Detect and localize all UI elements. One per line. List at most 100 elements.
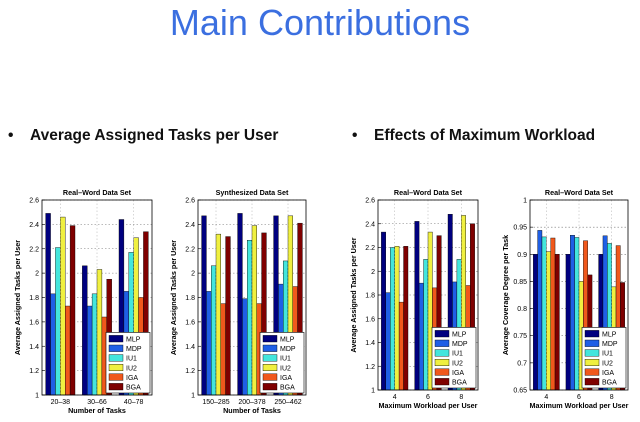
y-tick-label: 1.2 <box>185 368 195 375</box>
legend-label-iga: IGA <box>126 375 138 382</box>
y-tick-label: 0.9 <box>517 252 527 259</box>
x-tick-label: 250–462 <box>274 399 301 406</box>
y-tick-label: 2 <box>371 269 375 276</box>
y-tick-label: 2.4 <box>365 221 375 228</box>
bar-iu2-0 <box>60 216 66 396</box>
x-axis-label: Number of Tasks <box>68 406 126 415</box>
legend-swatch-mlp <box>262 335 278 343</box>
bar-mlp-0 <box>381 231 386 391</box>
legend-swatch-mlp <box>584 330 600 338</box>
y-tick-label: 2 <box>35 271 39 278</box>
y-tick-label: 0.65 <box>513 388 527 395</box>
legend-swatch-mdp <box>262 344 278 352</box>
y-tick-label: 1 <box>523 198 527 205</box>
legend-swatch-iu1 <box>584 349 600 357</box>
x-tick-label: 150–285 <box>202 399 229 406</box>
bar-iu1-1 <box>91 293 98 396</box>
bar-iu1-1 <box>423 259 429 391</box>
legend-label-bga: BGA <box>280 385 295 392</box>
y-axis-label: Average Assigned Tasks per User <box>13 240 22 355</box>
y-tick-label: 1.8 <box>185 295 195 302</box>
bar-iga-0 <box>550 237 556 391</box>
chart-title: Real–Word Data Set <box>545 188 614 197</box>
y-tick-label: 1 <box>371 388 375 395</box>
bar-mlp-0 <box>201 215 207 396</box>
legend-label-iu1: IU1 <box>602 351 613 358</box>
legend-label-iu2: IU2 <box>280 365 291 372</box>
y-tick-label: 0.8 <box>517 306 527 313</box>
bar-iu1-0 <box>55 247 61 396</box>
y-tick-label: 2.4 <box>185 222 195 229</box>
x-axis-label: Number of Tasks <box>223 406 281 415</box>
x-tick-label: 40–78 <box>124 399 144 406</box>
y-tick-label: 1.2 <box>29 368 39 375</box>
bar-iu2-1 <box>251 225 258 396</box>
bullet-heading-workload: • Effects of Maximum Workload <box>352 127 595 145</box>
legend-swatch-iu2 <box>584 358 600 366</box>
y-tick-label: 1.4 <box>365 340 375 347</box>
x-tick-label: 4 <box>544 394 548 401</box>
bar-iga-0 <box>220 303 226 396</box>
legend-label-bga: BGA <box>602 380 617 387</box>
y-tick-label: 2.2 <box>185 246 195 253</box>
legend-swatch-bga <box>584 378 600 386</box>
chart-synthesized-tasks: 1 1.2 1.4 1.6 1.8 2 2.2 2.4 2.6 150–285 200–378 250… <box>169 188 307 415</box>
plot-frame <box>377 199 479 391</box>
y-tick-label: 1.2 <box>365 364 375 371</box>
legend-label-mlp: MLP <box>452 332 467 339</box>
bar-mlp-1 <box>565 254 571 391</box>
x-tick-label: 8 <box>459 394 463 401</box>
legend-swatch-iu2 <box>434 358 450 366</box>
bullet-heading-tasks: • Average Assigned Tasks per User <box>8 127 278 145</box>
legend-swatch-iu2 <box>262 363 278 371</box>
y-tick-label: 0.7 <box>517 360 527 367</box>
legend-label-iu2: IU2 <box>602 360 613 367</box>
legend-swatch-iga <box>584 368 600 376</box>
legend: MLP MDP IU1 IU2 IGA BGA <box>581 327 627 389</box>
legend-box <box>581 327 627 389</box>
bar-mdp-1 <box>570 235 575 391</box>
legend-swatch-bga <box>434 378 450 386</box>
y-tick-label: 2.6 <box>185 198 195 205</box>
legend-swatch-iu1 <box>108 354 124 362</box>
plot-frame <box>197 199 307 396</box>
y-tick-label: 0.95 <box>513 225 527 232</box>
legend-swatch-bga <box>108 383 124 391</box>
legend-swatch-iu1 <box>434 349 450 357</box>
legend-swatch-mlp <box>434 330 450 338</box>
y-tick-label: 1.6 <box>185 319 195 326</box>
legend-label-bga: BGA <box>452 380 467 387</box>
y-tick-label: 1.8 <box>29 295 39 302</box>
legend-swatch-iu1 <box>262 354 278 362</box>
y-tick-label: 1.8 <box>365 293 375 300</box>
legend-label-mdp: MDP <box>126 346 142 353</box>
legend-swatch-mdp <box>584 339 600 347</box>
legend-swatch-mdp <box>434 339 450 347</box>
x-axis-label: Maximum Workload per User <box>379 401 478 410</box>
y-tick-label: 1 <box>35 393 39 400</box>
bullet-text: Effects of Maximum Workload <box>374 127 596 144</box>
bar-bga-0 <box>69 225 76 396</box>
x-tick-label: 8 <box>610 394 614 401</box>
y-tick-label: 0.85 <box>513 279 527 286</box>
x-tick-label: 4 <box>393 394 397 401</box>
legend-label-bga: BGA <box>126 385 141 392</box>
legend-label-iu1: IU1 <box>126 356 137 363</box>
y-axis-label: Average Assigned Tasks per User <box>349 237 358 352</box>
y-tick-label: 0.75 <box>513 333 527 340</box>
y-tick-label: 1.6 <box>29 319 39 326</box>
bar-iu2-0 <box>546 251 551 391</box>
chart-title: Synthesized Data Set <box>216 188 289 197</box>
bar-mdp-1 <box>87 305 93 396</box>
legend-label-iu1: IU1 <box>280 356 291 363</box>
legend-label-iu1: IU1 <box>452 351 463 358</box>
y-tick-label: 2.6 <box>365 198 375 205</box>
y-tick-label: 1.4 <box>29 344 39 351</box>
chart-realword-tasks: 1 1.2 1.4 1.6 1.8 2 2.2 2.4 2.6 20–38 30–66 40–78 Re… <box>13 188 153 415</box>
bar-iga-0 <box>65 305 71 396</box>
x-tick-label: 200–378 <box>238 399 265 406</box>
x-axis-label: Maximum Workload per User <box>530 401 629 410</box>
x-tick-label: 6 <box>426 394 430 401</box>
bar-bga-0 <box>554 254 560 391</box>
bar-bga-0 <box>225 236 231 396</box>
